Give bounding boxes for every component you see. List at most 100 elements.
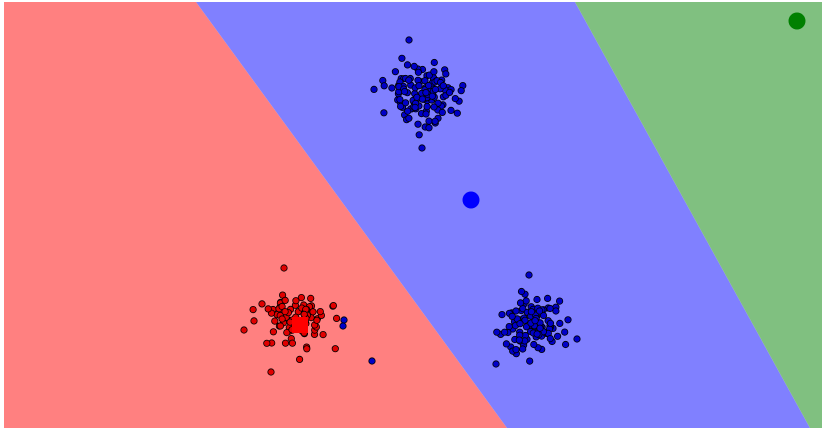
data-point (263, 339, 271, 347)
data-point (380, 82, 388, 90)
green-region (575, 2, 822, 428)
data-point (264, 305, 272, 313)
data-point (525, 271, 533, 279)
data-point (332, 314, 341, 322)
data-point (561, 328, 569, 336)
data-point (442, 70, 450, 78)
data-point (414, 68, 422, 76)
data-point (492, 360, 500, 368)
data-point (403, 61, 412, 69)
data-point (249, 305, 257, 314)
data-point (319, 330, 327, 339)
data-point (388, 84, 396, 92)
data-point (288, 339, 296, 347)
data-point (546, 304, 554, 313)
data-point (280, 264, 288, 272)
centroid-markers (292, 12, 806, 333)
blue-centroid-marker (462, 191, 480, 209)
data-point (370, 85, 378, 94)
data-point (516, 320, 524, 328)
data-point (535, 307, 544, 315)
data-point (533, 330, 541, 338)
data-point (368, 357, 376, 365)
data-point (278, 315, 286, 323)
data-point (451, 95, 459, 103)
data-point (418, 95, 426, 103)
data-point (404, 107, 412, 115)
data-point (422, 110, 430, 118)
data-point (498, 310, 506, 319)
data-point (414, 120, 422, 128)
data-point (445, 88, 454, 97)
data-point (425, 117, 433, 125)
data-point (271, 317, 279, 325)
data-point (292, 297, 300, 305)
data-point (380, 109, 388, 117)
data-point (536, 324, 544, 332)
data-point (430, 58, 438, 67)
data-point (431, 117, 439, 125)
data-point (500, 328, 509, 336)
data-point (422, 89, 430, 97)
data-point (391, 68, 399, 76)
data-point (281, 296, 289, 304)
data-point (564, 316, 572, 324)
green-centroid-marker (788, 12, 806, 30)
data-point (553, 332, 562, 340)
red-centroid-marker (292, 317, 308, 333)
data-point (240, 326, 248, 334)
data-point (453, 109, 461, 117)
data-point (415, 131, 423, 139)
data-point (396, 102, 405, 111)
data-point (276, 322, 284, 330)
plot-area (4, 2, 822, 428)
data-point (431, 85, 439, 94)
data-point (526, 357, 534, 365)
data-point (430, 68, 438, 76)
data-point (418, 144, 426, 152)
data-point (340, 316, 348, 324)
data-point (313, 316, 321, 324)
data-point (533, 295, 541, 304)
data-point (316, 307, 324, 316)
data-point (521, 316, 529, 324)
data-point (415, 82, 423, 90)
data-point (543, 294, 552, 302)
data-point (512, 307, 520, 315)
data-point (512, 345, 520, 354)
data-point (411, 103, 419, 112)
data-point (303, 345, 311, 353)
data-point (405, 36, 413, 44)
data-point (457, 87, 465, 95)
data-point (401, 99, 410, 107)
data-point (398, 54, 406, 62)
data-point (439, 82, 447, 90)
data-point (425, 124, 433, 132)
blue-region (196, 2, 810, 428)
data-point (516, 299, 525, 307)
data-point (515, 336, 523, 344)
data-point (331, 345, 339, 353)
data-point (428, 92, 436, 100)
data-point (329, 301, 337, 310)
data-point (573, 335, 581, 343)
data-point (527, 308, 536, 316)
data-point (546, 334, 554, 343)
data-point (423, 103, 431, 111)
data-point (309, 308, 317, 316)
data-point (250, 317, 258, 325)
data-point (493, 328, 501, 336)
data-point (405, 76, 413, 84)
data-point (552, 307, 560, 315)
data-point (556, 319, 564, 327)
data-point (300, 310, 308, 318)
data-point (502, 340, 510, 348)
data-point (531, 317, 539, 325)
data-point (424, 81, 433, 90)
data-point (295, 355, 304, 363)
data-point (505, 322, 513, 331)
data-point (438, 108, 446, 117)
data-point (269, 328, 277, 336)
data-point (281, 339, 290, 347)
data-point (530, 340, 538, 349)
